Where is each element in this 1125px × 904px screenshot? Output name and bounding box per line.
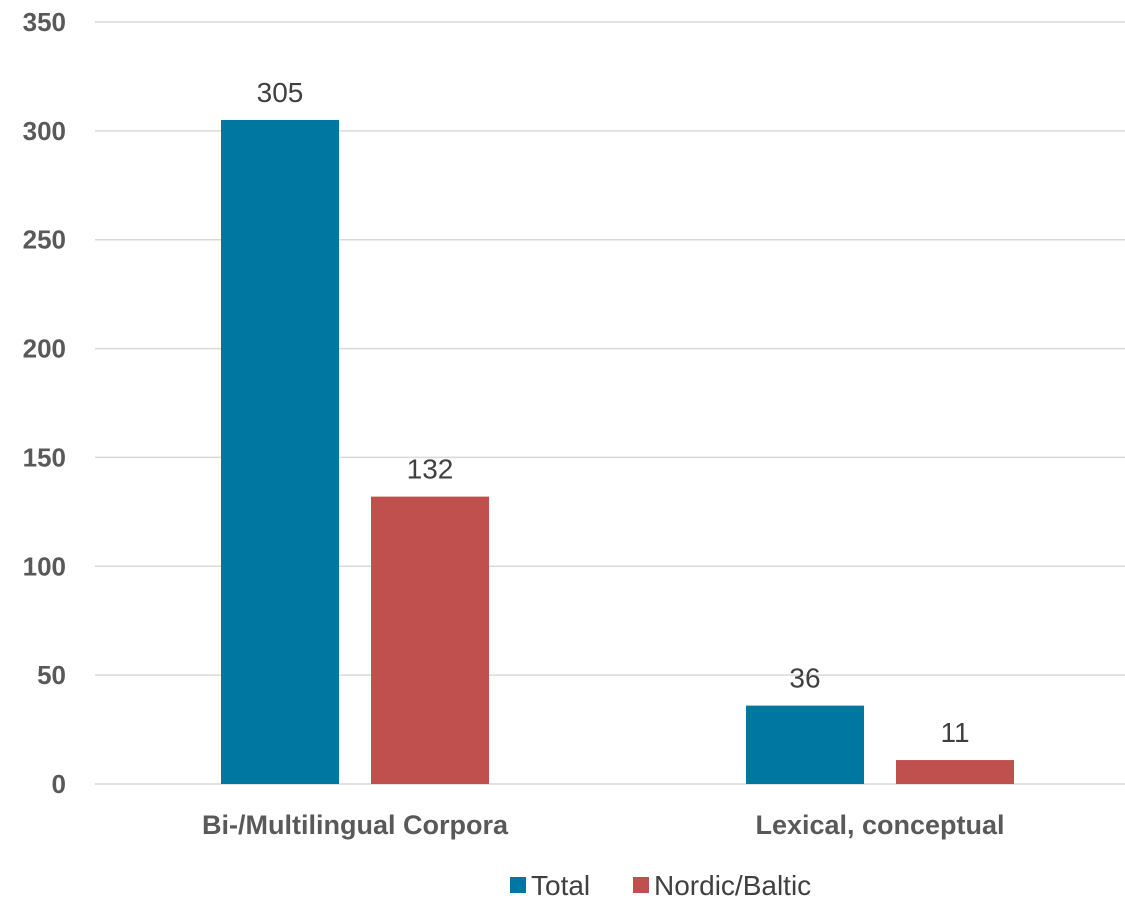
legend-label: Nordic/Baltic <box>654 870 811 901</box>
x-axis-categories: Bi-/Multilingual Corpora Lexical, concept… <box>202 810 1005 840</box>
bar-total-1 <box>746 705 864 784</box>
data-label: 36 <box>789 663 820 694</box>
data-label: 11 <box>940 717 969 748</box>
y-tick-label: 50 <box>37 660 66 690</box>
legend-label: Total <box>531 870 590 901</box>
y-tick-label: 0 <box>52 769 66 799</box>
bar-total-0 <box>221 119 339 784</box>
data-label: 132 <box>407 454 454 485</box>
x-category-label: Lexical, conceptual <box>755 810 1004 840</box>
y-tick-label: 250 <box>23 225 66 255</box>
y-tick-label: 350 <box>23 7 66 37</box>
y-axis-ticks: 0 50 100 150 200 250 300 350 <box>23 7 66 799</box>
x-category-label: Bi-/Multilingual Corpora <box>202 810 509 840</box>
legend: Total Nordic/Baltic <box>510 870 811 901</box>
y-tick-label: 100 <box>23 551 66 581</box>
y-tick-label: 200 <box>23 334 66 364</box>
data-label: 305 <box>257 77 304 108</box>
bars <box>221 119 1014 784</box>
y-tick-label: 150 <box>23 442 66 472</box>
legend-swatch-nordic-baltic <box>633 877 649 893</box>
bar-nordic-baltic-1 <box>896 760 1014 784</box>
y-tick-label: 300 <box>23 116 66 146</box>
data-labels: 305 36 132 11 <box>257 77 970 748</box>
bar-nordic-baltic-0 <box>371 496 489 784</box>
legend-swatch-total <box>510 877 526 893</box>
